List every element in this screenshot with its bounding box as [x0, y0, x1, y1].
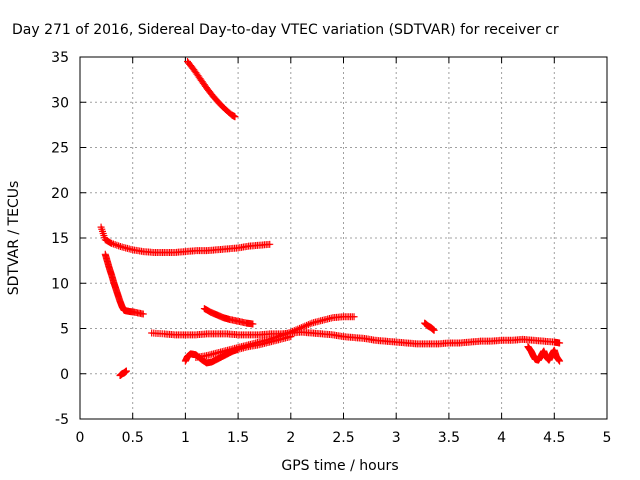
data-point	[430, 326, 438, 334]
data-point	[139, 310, 147, 318]
series-arc-7	[200, 305, 257, 328]
data-point	[287, 333, 295, 341]
x-tick-label: 2	[286, 430, 295, 446]
y-axis-label: SDTVAR / TECUs	[6, 181, 22, 296]
series-arc-right-cluster	[524, 343, 564, 365]
data-point	[350, 313, 358, 321]
y-tick-label: 15	[51, 231, 69, 247]
x-tick-label: 4	[497, 430, 506, 446]
x-tick-label: 3	[392, 430, 401, 446]
grid	[80, 57, 607, 419]
x-tick-label: 0	[76, 430, 85, 446]
plot-frame	[79, 56, 608, 420]
y-tick-label: 0	[60, 367, 69, 383]
x-tick-label: 1	[181, 430, 190, 446]
x-tick-label: 5	[603, 430, 612, 446]
y-tick-label: 20	[51, 186, 69, 202]
series-arc-small-low	[116, 367, 130, 380]
y-tick-label: 10	[51, 276, 69, 292]
series-arc-fall	[101, 250, 147, 318]
series-arc-15	[97, 223, 274, 256]
series-arc-main	[148, 328, 564, 348]
x-tick-label: 2.5	[332, 430, 354, 446]
data-point	[266, 240, 274, 248]
y-tick-label: 35	[51, 50, 69, 66]
series-arc-top	[184, 58, 239, 121]
x-tick-label: 1.5	[227, 430, 249, 446]
y-tick-label: 5	[60, 322, 69, 338]
series-arc-loop	[181, 333, 295, 367]
data-points	[97, 58, 564, 380]
chart-title: Day 271 of 2016, Sidereal Day-to-day VTE…	[12, 22, 559, 38]
x-axis-label: GPS time / hours	[281, 458, 398, 474]
axis-ticks: 0 0.5 1 1.5 2 2.5 3 3.5 4 4.5 5 -5 0 5 10 15 20 25 30 35	[51, 50, 611, 446]
y-tick-label: 30	[51, 95, 69, 111]
x-tick-label: 4.5	[543, 430, 565, 446]
y-tick-label: 25	[51, 141, 69, 157]
data-point	[249, 320, 257, 328]
data-point	[122, 367, 130, 375]
series-arc-3.3	[421, 319, 438, 334]
data-point	[231, 113, 239, 121]
x-tick-label: 3.5	[438, 430, 460, 446]
y-tick-label: -5	[55, 412, 69, 428]
x-tick-label: 0.5	[122, 430, 144, 446]
data-point	[556, 357, 564, 365]
data-point	[556, 339, 564, 347]
